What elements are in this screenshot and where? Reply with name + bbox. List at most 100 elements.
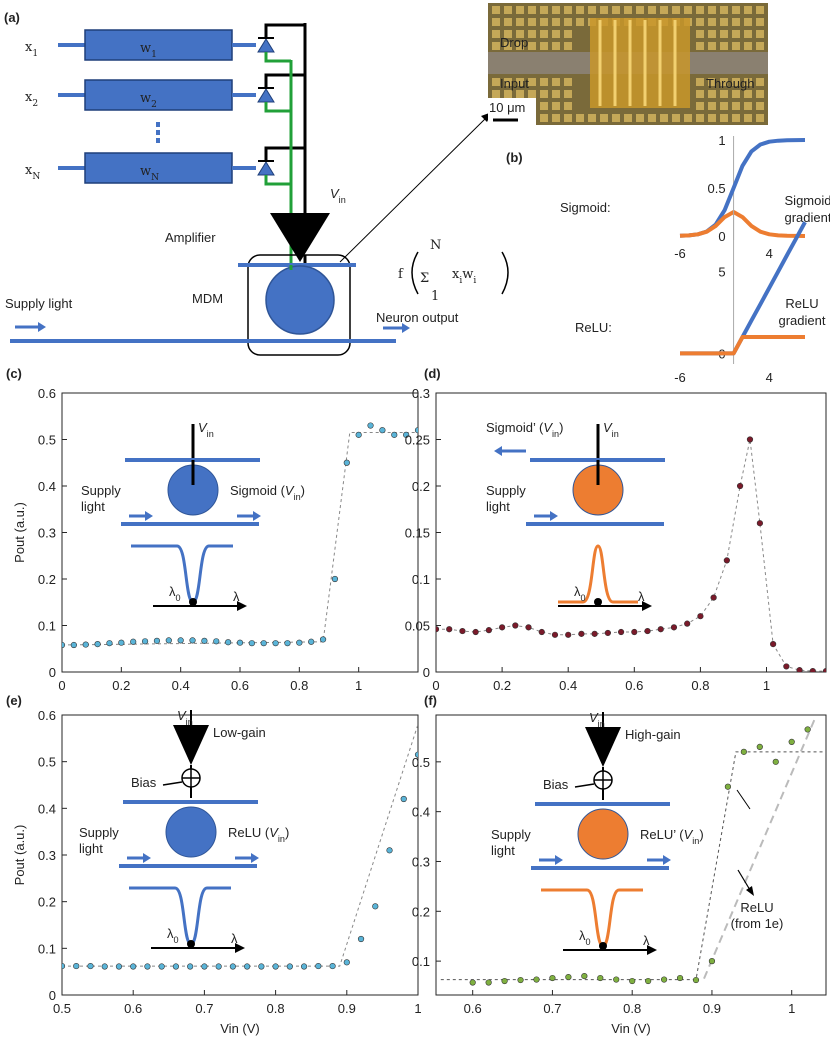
x-tick-label: 0.2 [493,678,511,693]
lambda-label: λ [638,589,645,604]
data-point [446,626,453,633]
plot: 0.6 0.7 0.8 0.9 1 0.1 0.2 0.3 0.4 0.5 Vin (V) [412,714,827,1036]
pad [744,30,752,38]
data-point [165,637,172,644]
data-point [343,459,350,466]
lambda0-label-part: 0 [176,593,181,603]
data-point [367,422,374,429]
vin-label-part: in [612,429,619,439]
pad [696,18,704,26]
pad [756,114,764,122]
data-point [772,758,779,765]
scale-label: 10 μm [489,100,525,115]
y-tick-label: 0.1 [38,941,56,956]
y-tick-label: 0.1 [412,954,430,969]
pad [504,6,512,14]
data-point [189,637,196,644]
annotation: ReLU [740,900,773,915]
input-label-part: N [32,172,40,182]
data-point [118,639,125,646]
data-point [783,663,790,670]
data-point [308,638,315,645]
curve [680,221,807,356]
vin-label: Vin [177,708,193,727]
pad [720,18,728,26]
pad [528,6,536,14]
panel-label: (b) [506,150,523,165]
pad [744,90,752,98]
lambda-label: λ [233,589,240,604]
pad [708,78,716,86]
pad [732,6,740,14]
formula-terms: xiwi [452,267,476,286]
vin-label-part: in [598,719,605,729]
lambda-label: λ [643,933,650,948]
y-tick-label: 0.4 [38,479,56,494]
pad [696,42,704,50]
pad [756,6,764,14]
pad [708,6,716,14]
vin-label-part: V [177,708,187,723]
plot: 0 0.2 0.4 0.6 0.8 1 0 0.1 0.2 0.3 0.4 0.5 0.6 Pout (a… [12,386,419,693]
pad [540,114,548,122]
output-label-part: Sigmoid’ ( [486,420,544,435]
plot: 0.5 0.6 0.7 0.8 0.9 1 0 0.1 0.2 0.3 0.4 0.5 0.6 Vin (… [12,708,422,1036]
pointer [737,869,751,891]
pad [636,6,644,14]
data-point [710,594,717,601]
plot: 0 0.2 0.4 0.6 0.8 1 0 0.05 0.1 0.15 0.2 0.25 0.3 [405,386,827,693]
data-point [533,976,540,983]
pad [744,102,752,110]
pad [492,6,500,14]
pad [552,30,560,38]
data-point [391,431,398,438]
data-point [215,963,222,970]
panel-label: (c) [6,366,22,381]
output-label-part: V [543,420,553,435]
data-point [756,743,763,750]
data-point [788,738,795,746]
data-point [501,977,508,985]
wire-green [264,52,291,63]
input-label-part: 2 [32,99,38,109]
pad [732,90,740,98]
bias-label: Bias [131,775,157,790]
y-tick-label: 0 [718,229,725,244]
data-point [692,976,700,984]
input-label: x1 [25,40,38,59]
pad [660,114,668,122]
data-point [144,963,151,970]
arrow-head [402,323,410,333]
lambda0-label-part: 0 [581,593,586,603]
y-tick-label: 0.3 [38,526,56,541]
wire-green [264,102,291,113]
pad [576,114,584,122]
data-point [538,628,545,636]
x-tick-label: 0.4 [559,678,577,693]
ellipsis-dot [156,138,160,143]
photodiode [257,161,275,176]
formula-bottom: 1 [431,289,439,304]
vin-label-part: V [603,420,613,435]
curve-label: ReLU: [575,320,612,335]
ring [265,265,335,335]
pad [516,90,524,98]
plot-frame [435,714,827,996]
arrow-head [143,853,151,863]
output-label-part: V [269,825,279,840]
data-point [740,748,747,755]
data-point [70,641,77,649]
data-point [525,624,532,631]
supply-label: light [491,843,515,858]
weight-box [84,29,233,61]
supply-label: light [79,841,103,856]
x-tick-label: 1 [763,678,770,693]
weight-box [84,79,233,111]
pad [720,90,728,98]
lambda0-label-part: λ [574,584,581,599]
curve-label: Sigmoid: [560,200,611,215]
vin-label-part: V [198,420,208,435]
pad [672,114,680,122]
output-label: Sigmoid’ (Vin) [486,420,563,439]
ellipsis-dot [156,122,160,127]
